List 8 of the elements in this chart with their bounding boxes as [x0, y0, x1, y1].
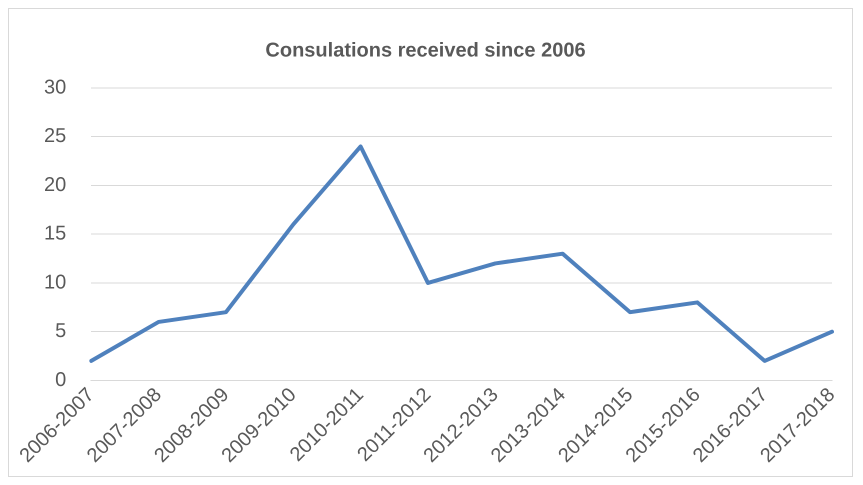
- chart-title: Consulations received since 2006: [265, 40, 586, 62]
- y-tick-label: 5: [55, 320, 66, 342]
- y-tick-label: 10: [44, 271, 66, 294]
- y-tick-label: 25: [44, 125, 66, 148]
- y-tick-label: 20: [44, 174, 66, 196]
- y-tick-label: 30: [44, 76, 66, 99]
- y-tick-label: 0: [55, 368, 66, 391]
- y-tick-label: 15: [44, 222, 66, 245]
